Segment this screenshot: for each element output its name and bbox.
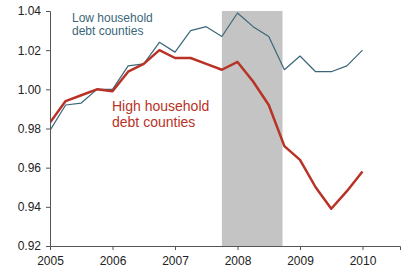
- x-tick-label: 2006: [100, 254, 127, 268]
- x-tick: 2005: [37, 246, 64, 268]
- plot: 2005 2006 2007 2008 2009 2010 0.92 0.94 0.96 0.98…: [18, 4, 401, 267]
- x-tick: 2009: [287, 246, 314, 268]
- y-tick: 0.96: [18, 161, 50, 175]
- y-tick: 0.98: [18, 122, 50, 136]
- y-tick-label: 0.92: [18, 239, 42, 253]
- x-axis: 2005 2006 2007 2008 2009 2010: [37, 246, 400, 268]
- y-tick-mark: [46, 246, 50, 247]
- series-label-line: debt counties: [112, 114, 195, 130]
- y-tick-label: 1.02: [18, 44, 42, 58]
- y-tick-label: 0.96: [18, 161, 42, 175]
- y-tick-label: 0.98: [18, 122, 42, 136]
- series-line: [50, 50, 363, 209]
- marks: [50, 11, 363, 246]
- series-line: [50, 13, 363, 131]
- y-tick-label: 1.00: [18, 83, 42, 97]
- series-label-line: Low household: [72, 11, 153, 25]
- x-tick-mark: [300, 246, 301, 250]
- series-label: Low householddebt counties: [72, 11, 153, 38]
- series-label-line: debt counties: [72, 24, 143, 38]
- y-tick-mark: [46, 168, 50, 169]
- y-tick-mark: [46, 207, 50, 208]
- y-tick: 0.92: [18, 239, 50, 253]
- series-label: High householddebt counties: [112, 98, 209, 130]
- x-tick-label: 2009: [287, 254, 314, 268]
- x-tick-label: 2007: [162, 254, 189, 268]
- chart: 2005 2006 2007 2008 2009 2010 0.92 0.94 0.96 0.98…: [0, 0, 420, 280]
- y-axis: 0.92 0.94 0.96 0.98 1.00 1.02 1.04: [18, 4, 51, 253]
- series-label-line: High household: [112, 98, 209, 114]
- y-tick-label: 1.04: [18, 4, 42, 18]
- x-tick-label: 2008: [225, 254, 252, 268]
- axis-line: [51, 247, 401, 251]
- x-tick: 2006: [100, 246, 127, 268]
- y-tick-label: 0.94: [18, 200, 42, 214]
- x-tick-mark: [113, 246, 114, 250]
- x-tick: 2010: [350, 246, 377, 268]
- y-tick: 1.04: [18, 4, 50, 18]
- x-tick: 2007: [162, 246, 189, 268]
- x-tick: 2008: [225, 246, 252, 268]
- y-tick-mark: [46, 89, 50, 90]
- x-tick-label: 2010: [350, 254, 377, 268]
- x-tick-mark: [363, 246, 364, 250]
- axis-line: [46, 12, 51, 247]
- x-tick-mark: [238, 246, 239, 250]
- y-tick: 1.00: [18, 83, 50, 97]
- y-tick: 1.02: [18, 44, 50, 58]
- y-tick: 0.94: [18, 200, 50, 214]
- x-tick-label: 2005: [37, 254, 64, 268]
- y-tick-mark: [46, 50, 50, 51]
- x-tick-mark: [175, 246, 176, 250]
- y-tick-mark: [46, 11, 50, 12]
- y-tick-mark: [46, 129, 50, 130]
